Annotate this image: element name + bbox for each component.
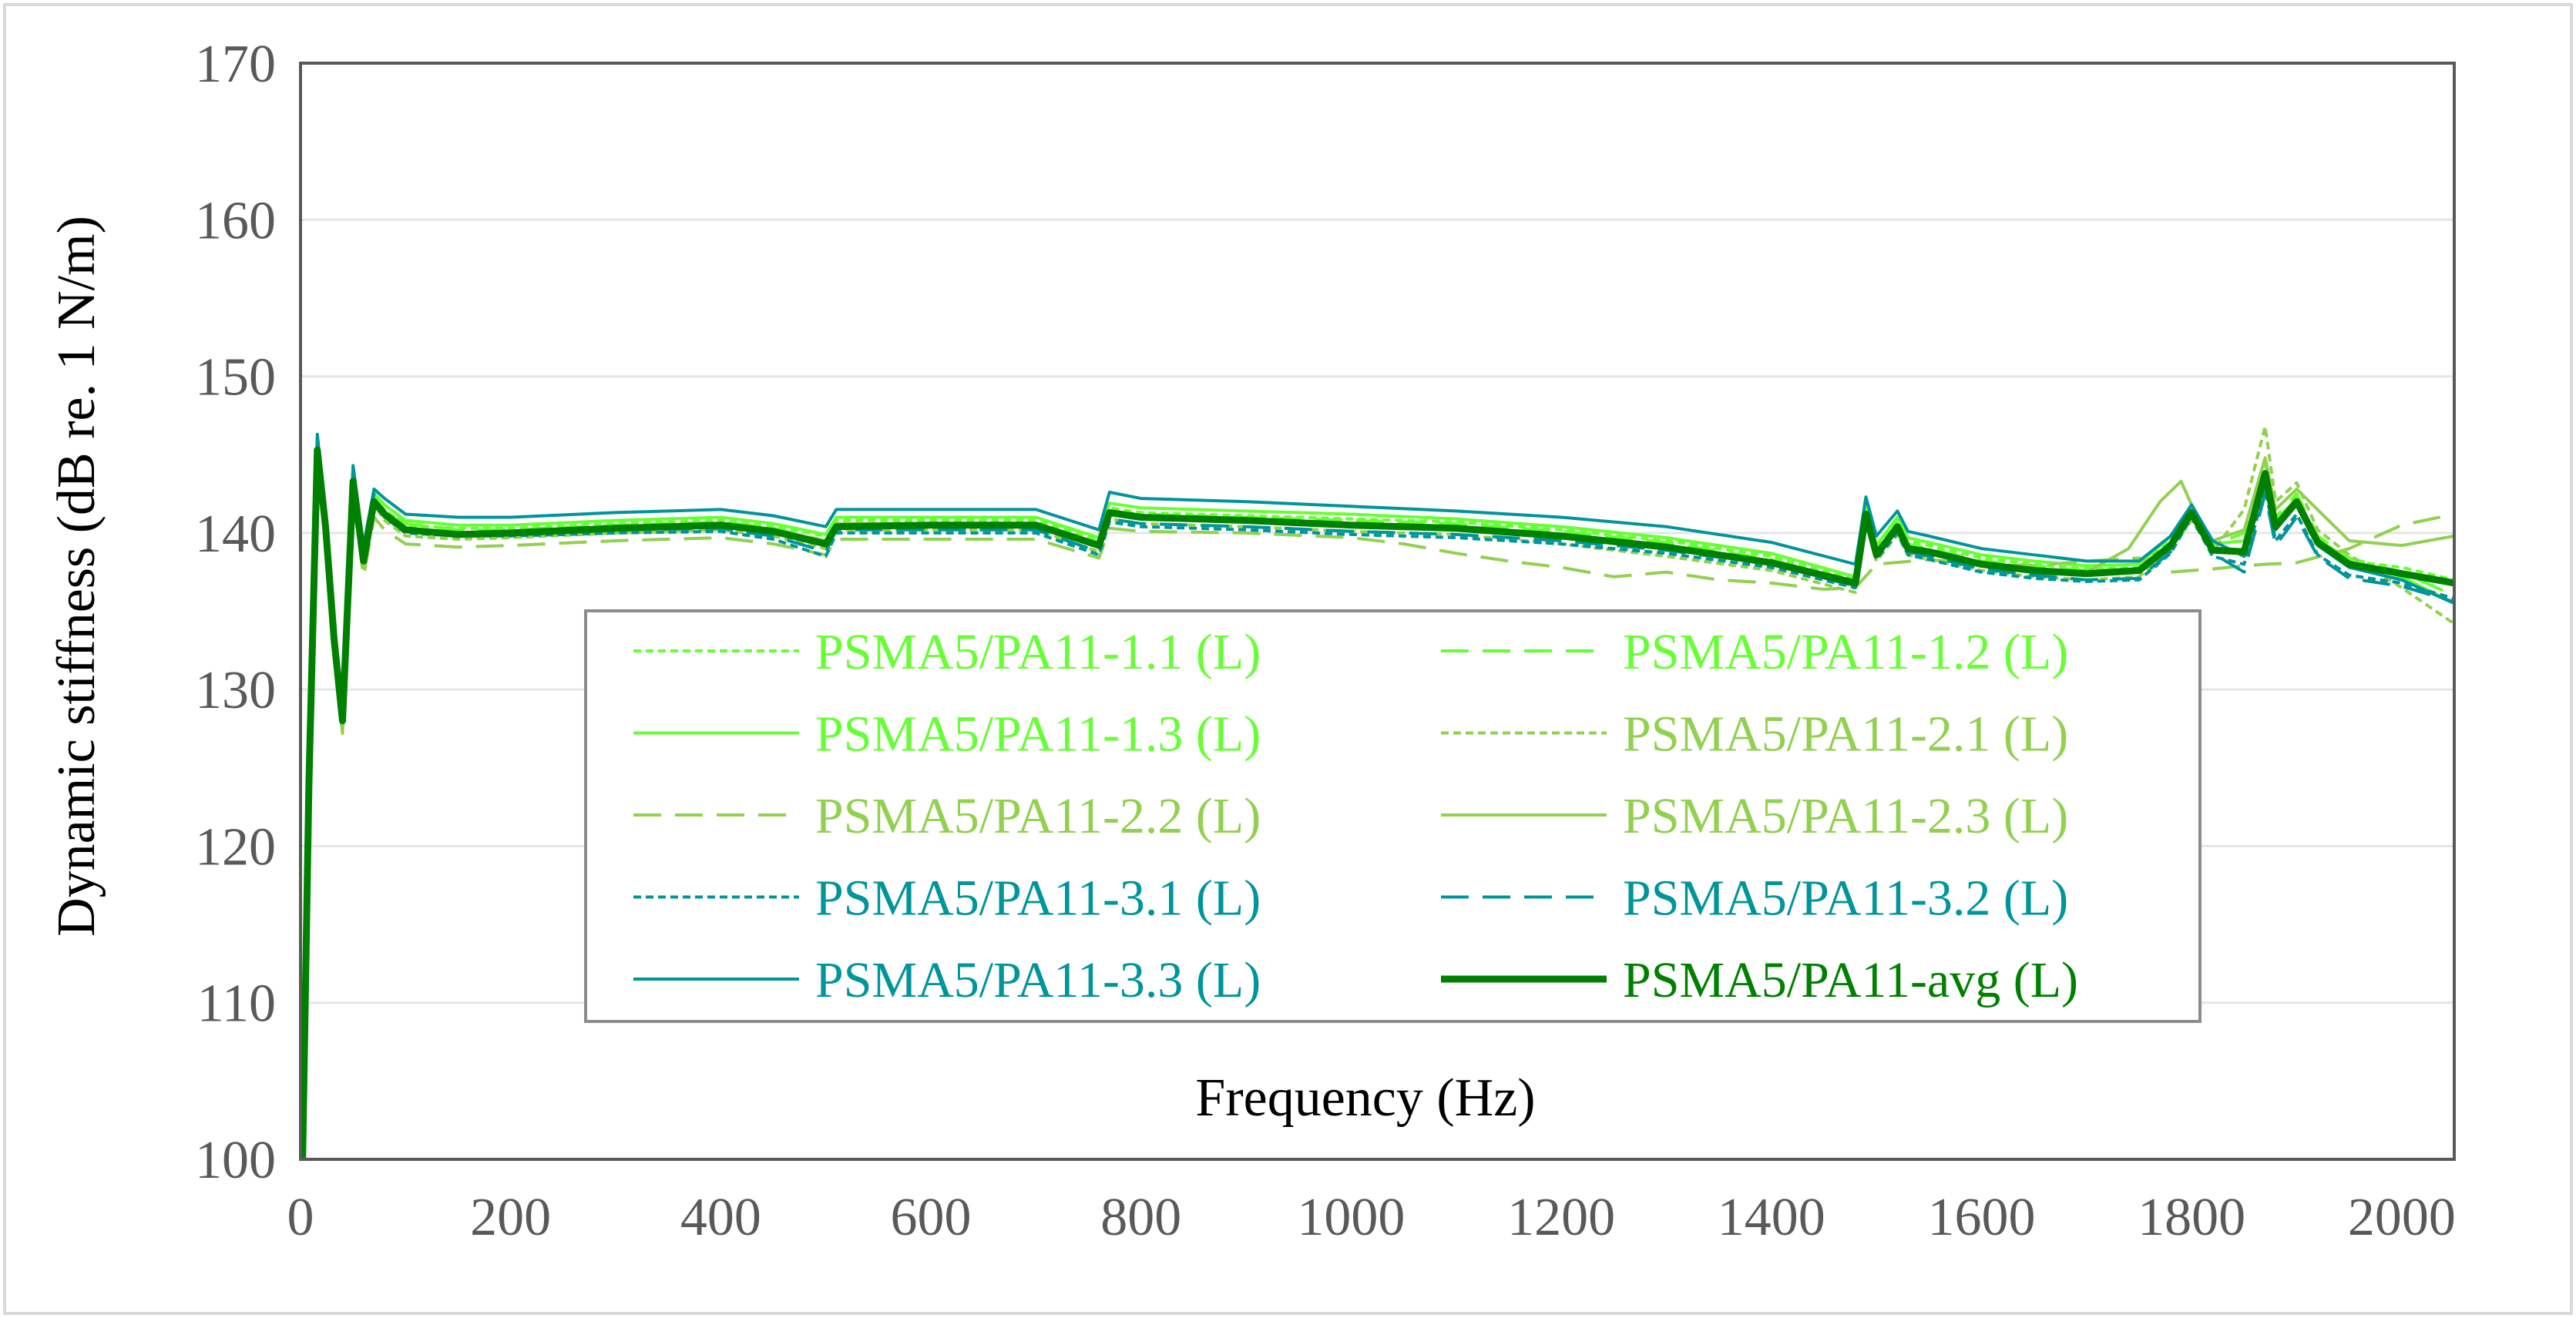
x-tick-label: 600 — [891, 1188, 972, 1247]
y-tick-label: 160 — [195, 191, 276, 250]
tick-labels: 100 110 120 130 140 150 160 170 0 200 400 600 800 100… — [195, 35, 2456, 1247]
legend-box — [584, 609, 2202, 1023]
x-axis-title: Frequency (Hz) — [1195, 1068, 1535, 1128]
legend-label-psma5-pa11-2-2-l: PSMA5/PA11-2.2 (L) — [815, 788, 1261, 844]
y-tick-label: 120 — [195, 817, 276, 877]
x-tick-label: 200 — [470, 1188, 551, 1247]
y-tick-label: 110 — [197, 974, 276, 1034]
axes — [299, 62, 2456, 1161]
legend-label-psma5-pa11-2-3-l: PSMA5/PA11-2.3 (L) — [1623, 788, 2068, 844]
y-tick-label: 130 — [195, 661, 276, 720]
x-tick-label: 800 — [1100, 1188, 1181, 1247]
x-tick-label: 0 — [287, 1188, 314, 1247]
y-axis-title: Dynamic stiffness (dB re. 1 N/m) — [47, 216, 106, 937]
legend-label-psma5-pa11-1-3-l: PSMA5/PA11-1.3 (L) — [815, 706, 1261, 763]
legend-label-psma5-pa11-avg-l: PSMA5/PA11-avg (L) — [1623, 952, 2078, 1008]
legend-label-psma5-pa11-1-2-l: PSMA5/PA11-1.2 (L) — [1623, 624, 2068, 680]
legend-label-psma5-pa11-3-1-l: PSMA5/PA11-3.1 (L) — [815, 870, 1261, 927]
y-tick-label: 150 — [195, 348, 276, 407]
legend: PSMA5/PA11-1.1 (L) PSMA5/PA11-1.2 (L) PSMA… — [584, 609, 2202, 1023]
x-tick-label: 1600 — [1927, 1188, 2035, 1247]
series-line-psma5-pa11-3-3-l — [301, 432, 2455, 1160]
x-tick-label: 1800 — [2138, 1188, 2245, 1247]
plot-area-border — [299, 62, 2456, 1161]
x-tick-label: 400 — [680, 1188, 761, 1247]
series-line-psma5-pa11-avg-l — [299, 446, 2455, 1160]
legend-label-psma5-pa11-3-3-l: PSMA5/PA11-3.3 (L) — [815, 952, 1261, 1008]
legend-label-psma5-pa11-2-1-l: PSMA5/PA11-2.1 (L) — [1623, 706, 2068, 763]
y-tick-label: 170 — [195, 35, 276, 94]
series-layer — [299, 424, 2456, 1160]
x-tick-label: 2000 — [2348, 1188, 2456, 1247]
series-line-psma5-pa11-2-2-l — [301, 461, 2455, 1160]
legend-label-psma5-pa11-1-1-l: PSMA5/PA11-1.1 (L) — [815, 624, 1261, 680]
legend-label-psma5-pa11-3-2-l: PSMA5/PA11-3.2 (L) — [1623, 870, 2068, 927]
x-tick-label: 1000 — [1297, 1188, 1405, 1247]
x-tick-label: 1400 — [1718, 1188, 1825, 1247]
y-tick-label: 100 — [195, 1131, 276, 1190]
y-tick-label: 140 — [195, 505, 276, 564]
x-tick-label: 1200 — [1507, 1188, 1615, 1247]
